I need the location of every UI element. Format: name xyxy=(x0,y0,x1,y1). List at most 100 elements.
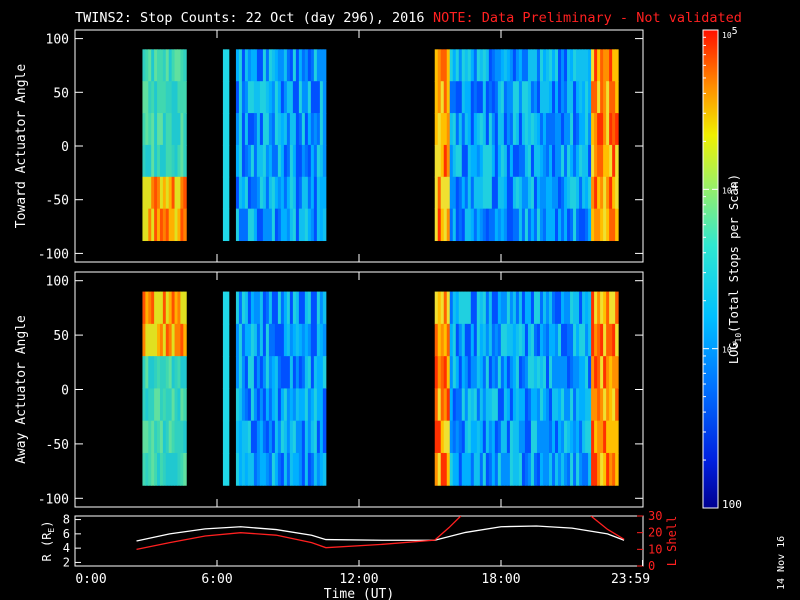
heatmap-cell xyxy=(464,452,469,486)
heatmap-cell xyxy=(615,420,619,454)
heatmap-cell xyxy=(183,208,187,242)
heatmap-cell xyxy=(183,323,187,357)
heatmap-cell xyxy=(597,49,601,82)
heatmap-cell xyxy=(545,144,550,178)
heatmap-cell xyxy=(168,144,173,178)
heatmap-cell xyxy=(582,388,586,422)
heatmap-cell xyxy=(539,291,544,325)
heatmap-cell xyxy=(533,144,538,178)
heatmap-cell xyxy=(241,113,246,146)
heatmap-cell xyxy=(235,452,240,486)
heatmap-cell xyxy=(545,356,550,389)
heatmap-cell xyxy=(603,49,607,82)
toward-time-block xyxy=(235,49,327,242)
heatmap-cell xyxy=(497,49,502,82)
heatmap-cell xyxy=(533,420,538,454)
heatmap-cell xyxy=(603,81,607,114)
heatmap-cell xyxy=(241,452,246,486)
heatmap-cell xyxy=(603,113,607,146)
heatmap-cell xyxy=(512,291,517,325)
heatmap-cell xyxy=(177,144,181,178)
heatmap-cell xyxy=(615,291,619,325)
heatmap-cell xyxy=(168,388,173,422)
heatmap-cell xyxy=(148,420,152,454)
heatmap-cell xyxy=(482,176,487,210)
heatmap-cell xyxy=(174,113,178,146)
heatmap-cell xyxy=(295,323,300,357)
heatmap-cell xyxy=(488,323,493,357)
heatmap-cell xyxy=(497,323,502,357)
heatmap-cell xyxy=(518,291,523,325)
heatmap-cell xyxy=(168,49,173,82)
heatmap-cell xyxy=(322,388,327,422)
heatmap-cell xyxy=(225,49,230,82)
heatmap-cell xyxy=(274,113,279,146)
heatmap-cell xyxy=(497,452,502,486)
heatmap-cell xyxy=(612,144,616,178)
heatmap-cell xyxy=(253,356,258,389)
heatmap-cell xyxy=(171,113,176,146)
heatmap-cell xyxy=(292,144,297,178)
heatmap-cell xyxy=(310,49,315,82)
colorbar-tick-label: 104 xyxy=(722,181,738,195)
heatmap-cell xyxy=(162,49,167,82)
heatmap-cell xyxy=(555,176,559,210)
heatmap-cell xyxy=(561,291,565,325)
heatmap-cell xyxy=(225,113,230,146)
heatmap-cell xyxy=(458,49,463,82)
heatmap-cell xyxy=(142,356,146,389)
heatmap-cell xyxy=(289,291,294,325)
heatmap-cell xyxy=(603,144,607,178)
heatmap-cell xyxy=(159,291,164,325)
heatmap-cell xyxy=(159,323,164,357)
heatmap-cell xyxy=(277,388,282,422)
heatmap-cell xyxy=(558,323,562,357)
heatmap-cell xyxy=(539,176,544,210)
heatmap-cell xyxy=(162,176,167,210)
heatmap-cell xyxy=(570,388,574,422)
heatmap-cell xyxy=(235,49,240,82)
heatmap-cell xyxy=(548,291,553,325)
heatmap-cell xyxy=(265,208,270,242)
heatmap-cell xyxy=(479,81,484,114)
heatmap-cell xyxy=(524,388,529,422)
heatmap-cell xyxy=(145,388,149,422)
heatmap-cell xyxy=(542,176,547,210)
heatmap-cell xyxy=(319,144,324,178)
heatmap-cell xyxy=(455,420,460,454)
heatmap-cell xyxy=(467,144,472,178)
heatmap-cell xyxy=(225,356,230,389)
heatmap-cell xyxy=(606,49,610,82)
heatmap-cell xyxy=(159,208,164,242)
toward-heatmap-panel: 100 50 0 -50 -100 Toward Actuator Angle xyxy=(14,29,644,263)
heatmap-cell xyxy=(509,144,514,178)
heatmap-cell xyxy=(443,356,448,389)
heatmap-cell xyxy=(458,113,463,146)
heatmap-cell xyxy=(503,176,508,210)
heatmap-cell xyxy=(542,208,547,242)
heatmap-cell xyxy=(265,49,270,82)
heatmap-cell xyxy=(479,452,484,486)
heatmap-cell xyxy=(322,113,327,146)
heatmap-cell xyxy=(310,208,315,242)
heatmap-cell xyxy=(536,291,541,325)
heatmap-cell xyxy=(268,420,273,454)
heatmap-cell xyxy=(458,420,463,454)
heatmap-cell xyxy=(151,144,155,178)
heatmap-cell xyxy=(615,356,619,389)
heatmap-cell xyxy=(250,176,255,210)
heatmap-cell xyxy=(446,388,451,422)
heatmap-cell xyxy=(582,176,586,210)
heatmap-cell xyxy=(238,356,243,389)
heatmap-cell xyxy=(585,208,589,242)
heatmap-cell xyxy=(555,81,559,114)
heatmap-cell xyxy=(497,176,502,210)
heatmap-cell xyxy=(588,176,592,210)
heatmap-cell xyxy=(286,420,291,454)
heatmap-cell xyxy=(180,176,184,210)
heatmap-cell xyxy=(524,208,529,242)
heatmap-cell xyxy=(473,323,478,357)
heatmap-cell xyxy=(482,81,487,114)
heatmap-cell xyxy=(225,452,230,486)
heatmap-cell xyxy=(533,49,538,82)
